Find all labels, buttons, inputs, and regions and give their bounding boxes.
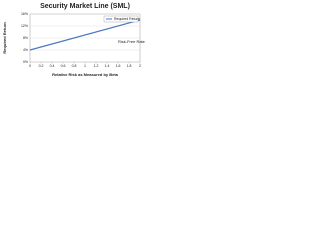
x-tick-label: 2 bbox=[139, 64, 141, 68]
y-tick-label: 12% bbox=[21, 24, 28, 28]
x-tick-label: 0.6 bbox=[61, 64, 66, 68]
chart-title: Security Market Line (SML) bbox=[40, 3, 130, 10]
annotation: Risk-Free Rate bbox=[118, 39, 145, 44]
y-tick-label: 4% bbox=[23, 48, 28, 52]
chart: Security Market Line (SML) Required Retu… bbox=[0, 0, 145, 80]
series-line bbox=[29, 19, 141, 51]
x-tick-label: 0 bbox=[29, 64, 31, 68]
legend-box bbox=[103, 15, 139, 23]
x-tick-label: 0.8 bbox=[72, 64, 77, 68]
legend-label: Required Return bbox=[114, 17, 140, 21]
x-tick-label: 0.4 bbox=[50, 64, 55, 68]
x-tick-label: 1.8 bbox=[127, 64, 132, 68]
y-tick-label: 0% bbox=[23, 60, 28, 64]
x-tick-label: 0.2 bbox=[39, 64, 44, 68]
y-axis-label: Required Return bbox=[2, 22, 7, 54]
x-tick-label: 1.2 bbox=[94, 64, 99, 68]
y-tick-label: 16% bbox=[21, 12, 28, 16]
x-tick-label: 1 bbox=[84, 64, 86, 68]
y-tick-label: 8% bbox=[23, 36, 28, 40]
x-tick-label: 1.6 bbox=[116, 64, 121, 68]
x-tick-label: 1.4 bbox=[105, 64, 110, 68]
x-axis-label: Relative Risk as Measured by Beta bbox=[52, 72, 119, 77]
